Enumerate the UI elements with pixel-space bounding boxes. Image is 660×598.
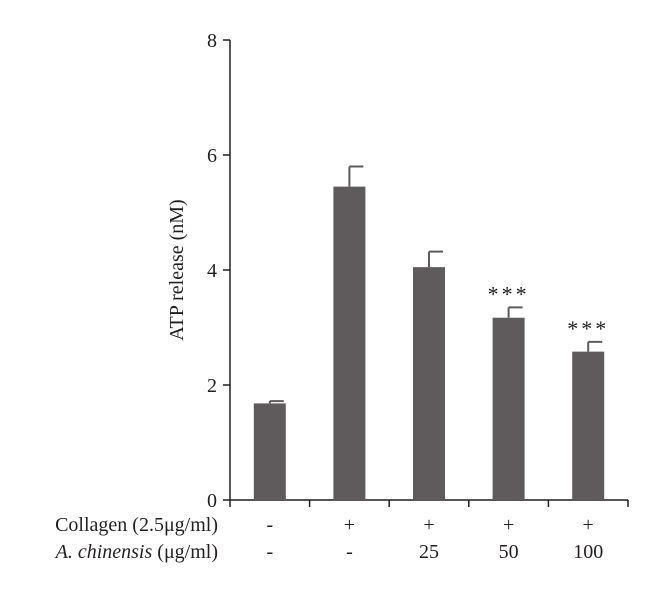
bar xyxy=(253,403,286,500)
treatment-label-italic: A. chinensis xyxy=(54,541,153,563)
treatment-rows: Collagen (2.5μg/ml) - + + + + A. chinensis (μg… xyxy=(54,514,604,563)
treatment-value: 25 xyxy=(419,541,439,563)
y-tick-label: 0 xyxy=(207,490,217,512)
treatment-value: + xyxy=(583,514,594,536)
bar xyxy=(572,351,605,500)
significance-marker: *** xyxy=(488,281,530,306)
treatment-row-label: Collagen (2.5μg/ml) xyxy=(55,514,218,536)
y-axis-label: ATP release (nM) xyxy=(166,199,188,340)
y-tick-label: 2 xyxy=(207,375,217,397)
treatment-value: - xyxy=(346,541,353,563)
y-tick-label: 4 xyxy=(207,260,217,282)
significance-marker: *** xyxy=(567,316,609,341)
treatment-value: + xyxy=(503,514,514,536)
treatment-label-text: Collagen (2.5μg/ml) xyxy=(55,514,218,536)
treatment-label-text: (μg/ml) xyxy=(152,541,218,563)
bars-group: *** *** xyxy=(253,165,609,500)
bar xyxy=(413,267,445,500)
treatment-value: - xyxy=(266,541,273,563)
treatment-value: - xyxy=(266,514,273,536)
treatment-value: 50 xyxy=(499,541,519,563)
bar xyxy=(333,186,366,500)
treatment-value: + xyxy=(344,514,355,536)
bar xyxy=(492,317,525,500)
y-tick-label: 8 xyxy=(207,30,217,52)
treatment-row-label: A. chinensis (μg/ml) xyxy=(54,541,218,563)
y-axis-ticks: 0 2 4 6 8 xyxy=(207,30,230,512)
x-axis-ticks xyxy=(229,500,629,507)
y-tick-label: 6 xyxy=(207,145,217,167)
treatment-value: 100 xyxy=(573,541,603,563)
treatment-value: + xyxy=(423,514,434,536)
